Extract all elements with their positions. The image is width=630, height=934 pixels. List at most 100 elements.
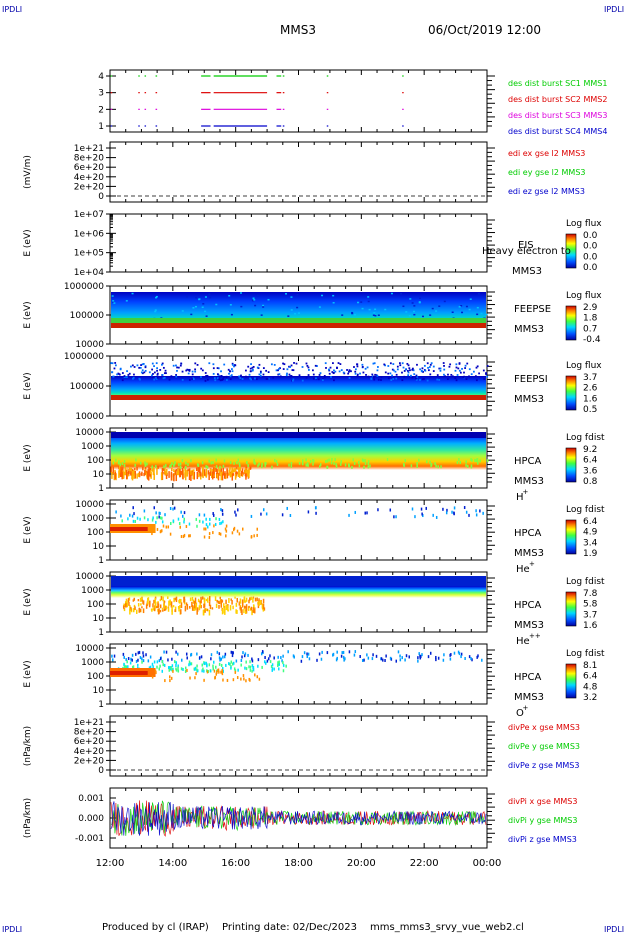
spectrogram-pixel bbox=[111, 471, 113, 479]
spectrogram-pixel bbox=[234, 670, 237, 674]
spectrogram-pixel bbox=[163, 608, 166, 612]
spectrogram-pixel bbox=[251, 609, 253, 616]
spectrogram-pixel bbox=[465, 460, 467, 464]
spectrogram-pixel bbox=[335, 465, 338, 469]
spectrogram-pixel bbox=[271, 667, 274, 671]
spectrogram-pixel bbox=[129, 608, 131, 615]
spectrogram-pixel bbox=[475, 513, 478, 517]
spectrogram-pixel bbox=[140, 364, 142, 366]
spectrogram-pixel bbox=[371, 375, 374, 378]
spectrogram-pixel bbox=[267, 371, 270, 374]
y-tick-label: 1e+06 bbox=[74, 229, 105, 239]
spectrogram-pixel bbox=[174, 597, 177, 601]
spectrogram-pixel bbox=[138, 366, 141, 369]
spectrogram-pixel bbox=[437, 465, 439, 469]
spectrogram-pixel bbox=[203, 603, 205, 609]
spectrogram-pixel bbox=[464, 367, 467, 369]
spectrogram-pixel bbox=[235, 609, 237, 614]
spectrogram-pixel bbox=[294, 312, 297, 315]
spectrogram-pixel bbox=[162, 467, 165, 471]
spectrogram-pixel bbox=[233, 365, 235, 368]
colorbar-title: Log fdist bbox=[566, 577, 605, 587]
spectrogram-pixel bbox=[377, 314, 380, 316]
colorbar-title: Log flux bbox=[566, 291, 602, 301]
spectrogram-pixel bbox=[134, 519, 137, 523]
spectrogram-pixel bbox=[126, 376, 128, 379]
spectrogram-pixel bbox=[190, 473, 193, 476]
spectrogram-pixel bbox=[476, 460, 479, 464]
spectrogram-pixel bbox=[213, 669, 216, 673]
spectrogram-pixel bbox=[376, 369, 379, 372]
spectrogram-pixel bbox=[253, 605, 255, 609]
spectrogram-pixel bbox=[247, 365, 250, 368]
spectrogram-pixel bbox=[215, 672, 218, 676]
y-tick-label: 10000 bbox=[75, 500, 104, 510]
spectrogram-pixel bbox=[249, 377, 252, 380]
spectrogram-pixel bbox=[291, 369, 294, 371]
spectrogram-pixel bbox=[443, 300, 446, 303]
spectrogram-pixel bbox=[342, 655, 345, 659]
spectrogram-pixel bbox=[215, 517, 217, 521]
spectrogram-pixel bbox=[419, 654, 421, 658]
spectrogram-pixel bbox=[238, 375, 240, 378]
overlap-note: Heavy electron to bbox=[482, 246, 571, 257]
spectrogram-pixel bbox=[403, 370, 406, 372]
spectrogram-pixel bbox=[218, 466, 220, 472]
spectrogram-pixel bbox=[213, 467, 215, 475]
colorbar bbox=[565, 447, 577, 483]
spectrogram-pixel bbox=[404, 368, 407, 371]
spectrogram-pixel bbox=[375, 654, 378, 658]
spectrogram-pixel bbox=[212, 372, 215, 375]
spectrogram-pixel bbox=[223, 603, 225, 608]
spectrogram-pixel bbox=[298, 461, 301, 465]
spectrogram-pixel bbox=[115, 458, 117, 462]
spectrogram-pixel bbox=[127, 374, 130, 376]
spectrogram-pixel bbox=[244, 666, 246, 670]
spectrogram-pixel bbox=[111, 654, 113, 658]
spectrogram-pixel bbox=[223, 459, 226, 463]
spectrogram-pixel bbox=[168, 471, 170, 478]
spectrogram-pixel bbox=[325, 459, 327, 463]
colorbar-tick-label: 4.9 bbox=[583, 528, 598, 538]
spectrogram-pixel bbox=[203, 535, 206, 539]
spectrogram-pixel bbox=[144, 366, 147, 369]
spectrogram-pixel bbox=[171, 462, 173, 466]
spectrogram-pixel bbox=[354, 372, 357, 375]
spectrogram-pixel bbox=[366, 511, 368, 515]
colorbar-tick-label: 4.8 bbox=[583, 682, 598, 692]
spectrogram-pixel bbox=[211, 469, 214, 474]
spectrogram-pixel bbox=[332, 294, 335, 297]
spectrogram-pixel bbox=[395, 373, 398, 376]
spectrogram-pixel bbox=[188, 660, 191, 664]
spectrogram-pixel bbox=[465, 510, 468, 514]
spectrogram-pixel bbox=[204, 296, 207, 298]
spectrogram-pixel bbox=[238, 464, 241, 468]
spectrogram-pixel bbox=[233, 468, 235, 473]
spectrogram-pixel bbox=[236, 609, 238, 614]
colorbar-tick-label: 3.6 bbox=[583, 466, 598, 476]
spectrogram-pixel bbox=[170, 463, 172, 467]
spectrogram-pixel bbox=[401, 371, 403, 374]
spectrogram-pixel bbox=[245, 609, 248, 614]
spectrogram-pixel bbox=[321, 294, 324, 297]
spectrogram-pixel bbox=[448, 365, 451, 368]
colorbar-tick-label: 2.6 bbox=[583, 384, 598, 394]
spectrogram-pixel bbox=[217, 473, 220, 481]
spectrogram-pixel bbox=[182, 535, 185, 539]
spectrogram-pixel bbox=[288, 463, 290, 467]
spectrogram-pixel bbox=[436, 374, 439, 376]
spectrogram-pixel bbox=[308, 657, 311, 661]
spectrogram-pixel bbox=[468, 368, 471, 371]
spectrogram-pixel bbox=[358, 460, 360, 464]
spectrogram-pixel bbox=[416, 462, 418, 466]
spectrogram-pixel bbox=[133, 609, 135, 613]
spectrogram-pixel bbox=[285, 293, 288, 295]
spectrogram-pixel bbox=[251, 669, 253, 673]
colorbar bbox=[565, 519, 577, 555]
spectrogram-pixel bbox=[161, 363, 163, 366]
legend-entry: edi ez gse l2 MMS3 bbox=[508, 187, 585, 196]
spectrogram-pixel bbox=[201, 461, 204, 465]
x-tick-label: 14:00 bbox=[158, 858, 187, 869]
spectrogram-pixel bbox=[430, 362, 433, 365]
